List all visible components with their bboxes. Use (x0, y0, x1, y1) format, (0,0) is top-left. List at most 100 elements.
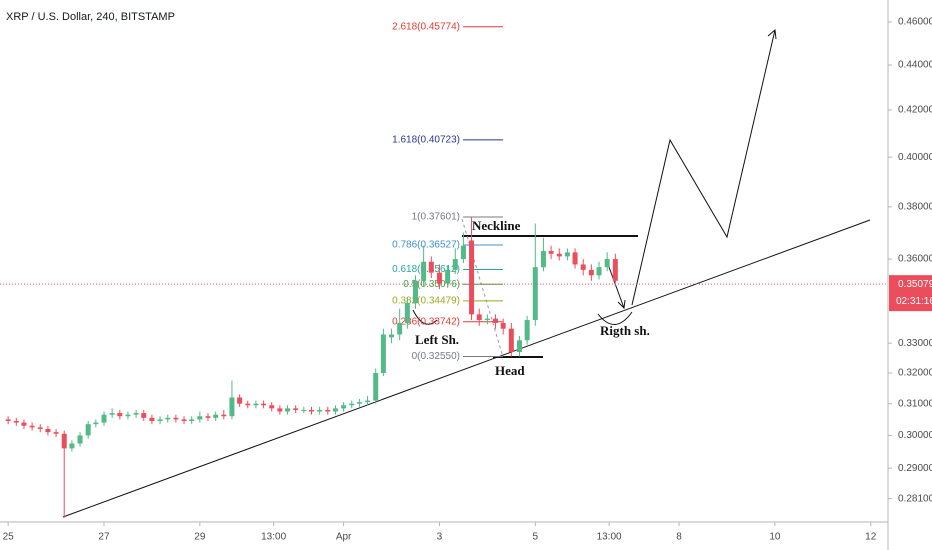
y-tick-label: 0.44000 (898, 60, 932, 71)
candle-body (412, 280, 418, 304)
candle-body (157, 419, 163, 421)
candle-body (221, 414, 227, 417)
candle-body (285, 408, 291, 412)
x-tick-label: 25 (3, 532, 15, 543)
candle-body (37, 427, 43, 429)
candle-body (325, 409, 331, 412)
candle-body (189, 419, 195, 421)
fib-label: 1(0.37601) (412, 212, 460, 223)
x-tick-label: 13:00 (261, 532, 286, 543)
y-tick-label: 0.28100 (898, 493, 932, 504)
candle-body (5, 419, 11, 421)
candle-body (165, 417, 171, 420)
candle-body (117, 413, 123, 417)
fib-label: 2.618(0.45774) (392, 21, 460, 32)
candle-body (85, 424, 91, 436)
candle-body (149, 417, 155, 421)
candle-body (421, 261, 427, 281)
candle-body (476, 314, 482, 321)
candle-body (133, 413, 139, 415)
candle-body (397, 322, 403, 335)
y-tick-label: 0.32000 (898, 368, 932, 379)
fib-label: 0(0.32550) (412, 351, 460, 362)
fib-label: 0.5(0.35076) (403, 279, 460, 290)
candle-body (349, 403, 355, 406)
projection-arrow (631, 29, 777, 306)
candle-body (277, 408, 283, 412)
candle-body (380, 334, 386, 373)
candle-body (341, 405, 347, 409)
right-shoulder-arc (597, 311, 633, 325)
candle-body (556, 253, 562, 257)
candle-body (21, 422, 27, 426)
candle-body (173, 417, 179, 420)
candle-body (493, 318, 499, 323)
candle-body (564, 252, 570, 257)
candle-body (460, 245, 466, 260)
candle-body (317, 409, 323, 412)
candle-body (109, 413, 115, 415)
candle-body (181, 419, 187, 421)
x-tick-label: 13:00 (597, 532, 622, 543)
candle-body (500, 322, 506, 329)
fib-label: 0.786(0.36527) (392, 240, 460, 251)
candle-body (596, 267, 602, 276)
candle-body (101, 414, 107, 423)
candle-body (253, 403, 259, 406)
candle-body (389, 334, 395, 338)
candle-body (125, 414, 131, 417)
candle-body (53, 432, 59, 434)
x-tick-label: 12 (865, 532, 877, 543)
candle-body (508, 328, 514, 353)
last-price-label: 0.35079 (898, 279, 932, 290)
fib-label: 1.618(0.40723) (392, 135, 460, 146)
candle-body (580, 264, 586, 270)
y-tick-label: 0.40000 (898, 152, 932, 163)
annotation: Head (495, 363, 525, 378)
candle-body (588, 269, 594, 276)
candle-body (61, 433, 67, 449)
y-tick-label: 0.33000 (898, 338, 932, 349)
candle-body (404, 303, 410, 323)
y-tick-label: 0.29000 (898, 463, 932, 474)
y-tick-label: 0.36000 (898, 254, 932, 265)
candle-body (293, 408, 299, 410)
candle-body (540, 251, 546, 268)
candle-body (469, 240, 475, 315)
annotation: Left Sh. (415, 332, 459, 347)
x-tick-label: 29 (194, 532, 206, 543)
candle-body (93, 422, 99, 425)
y-tick-label: 0.30000 (898, 430, 932, 441)
candle-body (229, 397, 235, 417)
x-tick-label: 3 (437, 532, 443, 543)
candle-body (532, 267, 538, 321)
last-price-tag (889, 275, 932, 312)
candle-body (436, 272, 442, 284)
candle-body (516, 340, 522, 353)
candle-body (269, 405, 275, 409)
y-tick-label: 0.38000 (898, 201, 932, 212)
y-tick-label: 0.31000 (898, 398, 932, 409)
x-tick-label: 10 (769, 532, 781, 543)
fib-label: 0.236(0.33742) (392, 316, 460, 327)
left-shoulder-arc (412, 309, 438, 325)
candle-body (261, 403, 267, 406)
candle-body (445, 269, 451, 284)
y-tick-label: 0.46000 (898, 17, 932, 28)
candle-body (524, 320, 530, 341)
candle-body (308, 409, 314, 412)
candle-body (197, 416, 203, 420)
candle-body (604, 259, 610, 268)
candle-body (45, 428, 51, 433)
candle-body (69, 443, 75, 449)
countdown: 02:31:16 (896, 296, 932, 307)
candle-body (365, 400, 371, 403)
candle-body (213, 414, 219, 418)
candle-body (237, 397, 243, 404)
candle-body (452, 259, 458, 270)
x-tick-label: Apr (336, 532, 352, 543)
drawings (62, 29, 871, 518)
